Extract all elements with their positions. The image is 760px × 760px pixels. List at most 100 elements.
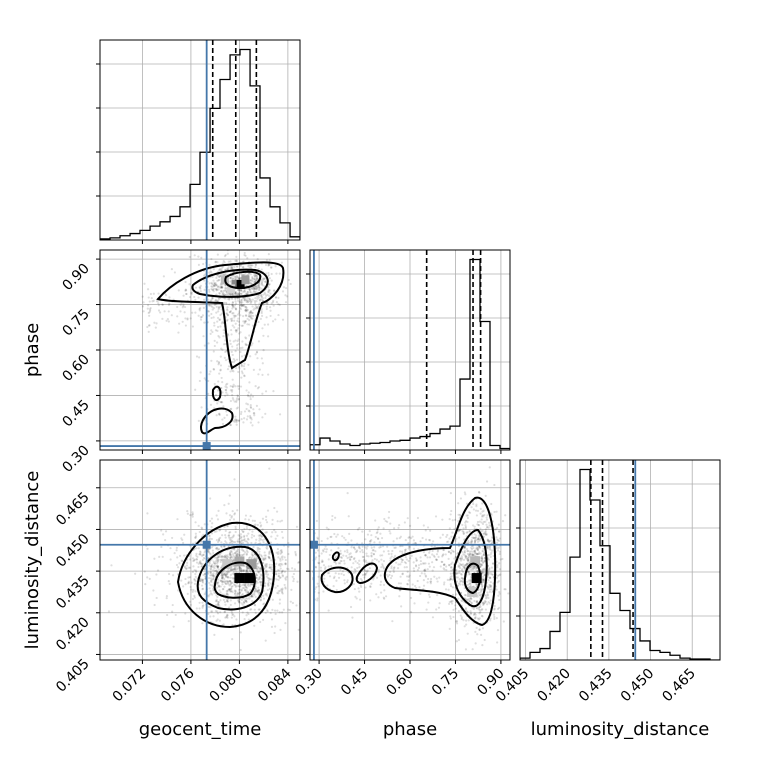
scatter-point (320, 560, 324, 564)
scatter-point (202, 533, 205, 536)
scatter-point (370, 534, 373, 537)
scatter-point (254, 353, 257, 356)
scatter-point (248, 597, 251, 600)
scatter-point (278, 598, 282, 601)
scatter-point (255, 273, 258, 277)
scatter-point (261, 299, 264, 302)
scatter-point (386, 545, 389, 548)
scatter-point (462, 558, 466, 561)
scatter-point (427, 577, 430, 581)
scatter-point (448, 579, 451, 582)
scatter-point (199, 318, 203, 321)
scatter-point (158, 555, 161, 558)
scatter-point (250, 553, 253, 556)
scatter-point (213, 344, 216, 348)
scatter-point (471, 554, 475, 557)
scatter-point (217, 310, 220, 313)
scatter-point (251, 519, 254, 522)
scatter-point (496, 566, 499, 569)
scatter-point (223, 600, 227, 604)
scatter-point (480, 560, 483, 563)
scatter-point (247, 582, 250, 585)
scatter-point (251, 279, 254, 283)
scatter-point (466, 559, 470, 562)
scatter-point (202, 553, 205, 556)
scatter-point (211, 610, 214, 613)
scatter-point (217, 360, 220, 364)
scatter-point (213, 556, 216, 559)
scatter-point (222, 273, 225, 276)
scatter-point (227, 266, 230, 269)
scatter-point (471, 536, 474, 539)
scatter-point (469, 581, 472, 585)
scatter-point (343, 559, 346, 562)
truth-marker (202, 540, 211, 549)
scatter-point (191, 325, 195, 328)
scatter-point (221, 555, 224, 558)
scatter-point (245, 407, 248, 411)
scatter-point (237, 601, 241, 604)
scatter-point (469, 585, 472, 588)
scatter-point (222, 623, 225, 626)
scatter-point (235, 255, 238, 258)
scatter-point (257, 570, 260, 573)
scatter-point (250, 282, 253, 285)
scatter-point (188, 295, 192, 299)
scatter-point (238, 566, 242, 569)
density-cell (236, 279, 245, 289)
panel-frame (99, 39, 301, 241)
scatter-point (487, 554, 490, 557)
scatter-point (466, 571, 470, 574)
scatter-point (475, 503, 478, 506)
scatter-point (207, 288, 211, 291)
scatter-point (268, 552, 271, 556)
scatter-point (243, 598, 246, 601)
scatter-point (466, 583, 469, 587)
scatter-point (477, 523, 480, 527)
density-cell (246, 559, 257, 570)
scatter-point (243, 538, 246, 541)
scatter-point (482, 602, 485, 605)
scatter-point (406, 517, 409, 520)
scatter-point (264, 558, 267, 561)
scatter-point (257, 373, 260, 376)
scatter-point (450, 566, 453, 569)
scatter-point (270, 625, 274, 628)
scatter-point (238, 304, 241, 307)
scatter-point (279, 552, 282, 555)
scatter-point (212, 572, 215, 575)
scatter-point (481, 584, 484, 588)
scatter-point (238, 591, 242, 594)
scatter-point (191, 511, 194, 514)
scatter-point (224, 253, 227, 257)
scatter-point (476, 571, 479, 574)
scatter-point (305, 587, 307, 589)
scatter-point (231, 301, 234, 304)
scatter-point (252, 289, 256, 293)
scatter-point (210, 271, 213, 274)
scatter-point (493, 615, 496, 619)
scatter-point (255, 572, 258, 575)
scatter-point (327, 565, 330, 568)
scatter-point (209, 571, 213, 575)
scatter-point (216, 570, 219, 574)
scatter-point (280, 550, 284, 554)
scatter-point (216, 540, 220, 544)
scatter-point (234, 339, 237, 342)
x-axis-label-geocent-time: geocent_time (139, 719, 262, 740)
scatter-point (340, 556, 343, 559)
scatter-point (261, 280, 264, 283)
scatter-point (266, 610, 269, 613)
scatter-point (368, 529, 371, 533)
scatter-point (218, 413, 221, 416)
scatter-point (255, 350, 259, 353)
scatter-point (245, 614, 248, 617)
scatter-point (243, 374, 246, 378)
scatter-point (481, 559, 484, 562)
scatter-point (424, 574, 427, 577)
scatter-point (501, 519, 505, 523)
scatter-point (243, 374, 246, 377)
scatter-point (240, 370, 244, 373)
scatter-point (212, 307, 216, 310)
scatter-point (223, 573, 226, 576)
